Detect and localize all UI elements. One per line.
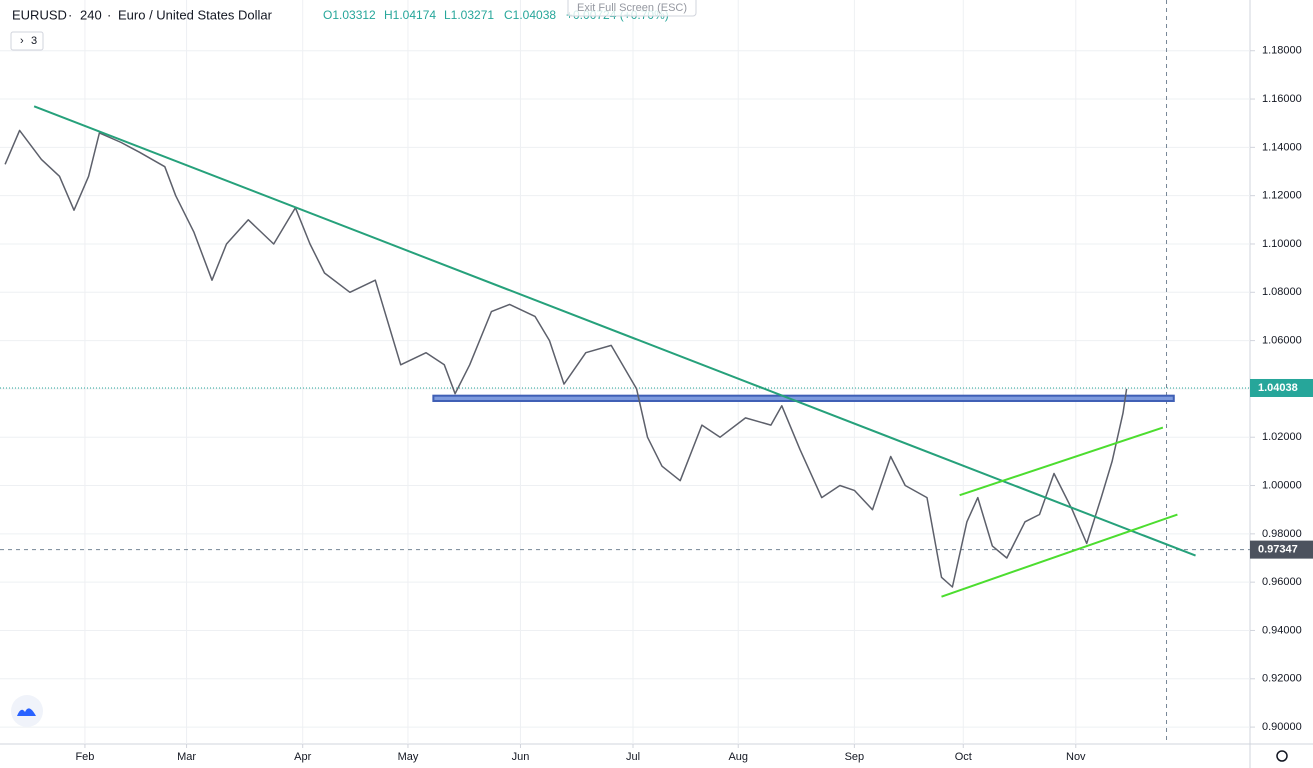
- y-tick-label: 0.96000: [1262, 576, 1302, 588]
- crosshair-label: 0.97347: [1258, 544, 1298, 556]
- x-tick-label: May: [398, 751, 419, 763]
- description: Euro / United States Dollar: [118, 7, 273, 22]
- y-tick-label: 0.92000: [1262, 673, 1302, 685]
- exit-fullscreen-button[interactable]: [567, 0, 697, 17]
- chevron[interactable]: ›: [20, 35, 24, 47]
- open: O1.03312: [323, 8, 376, 22]
- separator: ·: [107, 7, 111, 22]
- y-tick-label: 0.90000: [1262, 721, 1302, 733]
- x-tick-label: Aug: [728, 751, 748, 763]
- separator: ·: [68, 7, 72, 22]
- price-line: [4, 129, 1128, 588]
- x-tick-label: Nov: [1066, 751, 1086, 763]
- interval: 240: [80, 7, 102, 22]
- y-tick-label: 1.06000: [1262, 335, 1302, 347]
- y-tick-label: 1.00000: [1262, 479, 1302, 491]
- trendline: [959, 426, 1164, 497]
- y-tick-label: 1.18000: [1262, 45, 1302, 57]
- close: C1.04038: [504, 8, 556, 22]
- high: H1.04174: [384, 8, 436, 22]
- axes: 0.90000 0.92000 0.94000 0.96000 0.98000 1.000…: [75, 45, 1313, 763]
- low: L1.03271: [444, 8, 494, 22]
- settings: [1276, 750, 1288, 762]
- y-tick-label: 1.02000: [1262, 431, 1302, 443]
- indicator-toggle[interactable]: [10, 31, 44, 51]
- crosshair-tag: [1250, 540, 1313, 559]
- x-tick-label: Sep: [845, 751, 865, 763]
- indicator-count[interactable]: 3: [31, 35, 37, 47]
- horizontal-zone: [432, 394, 1175, 402]
- logo: [11, 695, 43, 727]
- exit-fullscreen-label[interactable]: Exit Full Screen (ESC): [577, 2, 687, 14]
- logo-cloud[interactable]: [17, 708, 36, 716]
- grid: [0, 0, 1250, 744]
- x-tick-label: Oct: [955, 751, 972, 763]
- symbol: EURUSD: [12, 7, 67, 22]
- x-tick-label: Feb: [75, 751, 94, 763]
- y-tick-label: 0.94000: [1262, 624, 1302, 636]
- y-tick-label: 0.98000: [1262, 528, 1302, 540]
- x-tick-label: Jul: [626, 751, 640, 763]
- trendline: [941, 513, 1178, 598]
- settings-icon[interactable]: [1276, 750, 1288, 762]
- last-price-label: 1.04038: [1258, 382, 1298, 394]
- y-tick-label: 1.16000: [1262, 93, 1302, 105]
- header: EURUSD · 240 · Euro / United States Doll…: [10, 0, 697, 51]
- y-tick-label: 1.10000: [1262, 238, 1302, 250]
- y-tick-label: 1.14000: [1262, 141, 1302, 153]
- x-tick-label: Mar: [177, 751, 196, 763]
- y-tick-label: 1.08000: [1262, 286, 1302, 298]
- x-tick-label: Apr: [294, 751, 311, 763]
- last-price-tag: [1250, 378, 1313, 397]
- plot: [0, 0, 1250, 744]
- y-tick-label: 1.12000: [1262, 190, 1302, 202]
- x-tick-label: Jun: [512, 751, 530, 763]
